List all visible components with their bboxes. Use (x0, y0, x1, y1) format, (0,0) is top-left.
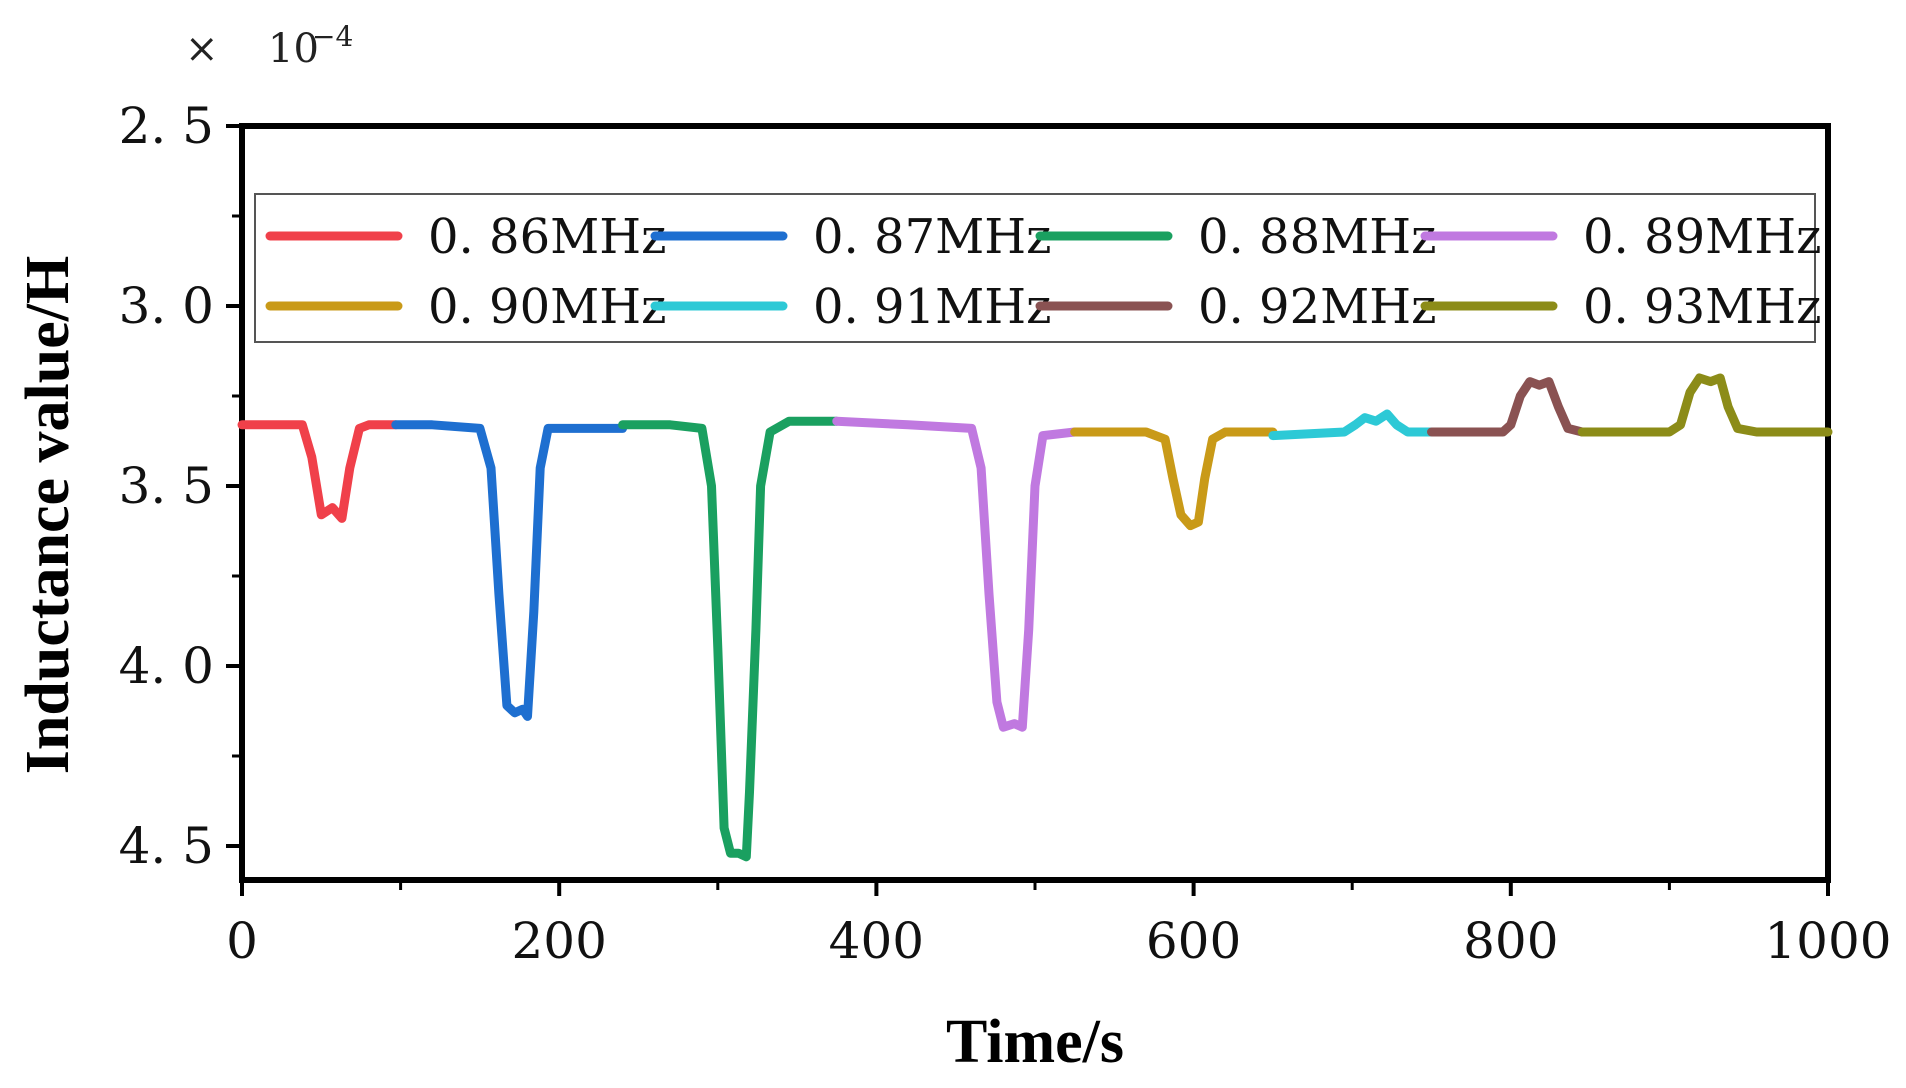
x-tick-label: 800 (1463, 912, 1558, 970)
y-scale-multiplier: × 10 −4 (185, 20, 353, 72)
x-tick-label: 1000 (1764, 912, 1891, 970)
y-tick-label: 2. 5 (119, 97, 214, 155)
legend: 0. 86MHz 0. 87MHz 0. 88MHz 0. 89MHz 0. 90MHz… (254, 193, 1821, 343)
legend-label-4: 0. 90MHz (428, 279, 666, 335)
series-lines (237, 373, 1833, 862)
y-tick-label: 4. 5 (119, 817, 214, 875)
legend-label-6: 0. 92MHz (1198, 279, 1436, 335)
legend-box (254, 193, 1816, 343)
legend-label-1: 0. 87MHz (813, 209, 1051, 265)
legend-label-0: 0. 86MHz (428, 209, 666, 265)
series-line-0 (237, 420, 401, 523)
legend-items: 0. 86MHz 0. 87MHz 0. 88MHz 0. 89MHz 0. 90MHz… (265, 209, 1821, 335)
multiplier-symbol: × (185, 26, 219, 72)
legend-label-5: 0. 91MHz (813, 279, 1051, 335)
multiplier-base: 10 (268, 26, 319, 72)
y-axis-title: Inductance value/H (14, 256, 82, 774)
x-tick-label: 600 (1146, 912, 1241, 970)
y-tick-label: 4. 0 (119, 637, 214, 695)
series-line-6 (1427, 377, 1587, 437)
series-line-4 (1070, 427, 1278, 531)
series-line-3 (832, 416, 1080, 732)
y-tick-label: 3. 0 (119, 277, 214, 335)
axis-ticks: 0 200 400 600 800 1000 2. 5 3. 0 3. 5 4. 0 4. 5 (119, 97, 1892, 970)
multiplier-exponent: −4 (312, 20, 353, 53)
x-tick-label: 0 (226, 912, 258, 970)
legend-label-2: 0. 88MHz (1198, 209, 1436, 265)
y-tick-label: 3. 5 (119, 457, 214, 515)
x-axis-title: Time/s (946, 1008, 1124, 1076)
series-line-5 (1268, 409, 1436, 441)
series-line-1 (391, 420, 628, 721)
x-tick-label: 200 (511, 912, 606, 970)
x-tick-label: 400 (829, 912, 924, 970)
legend-label-7: 0. 93MHz (1583, 279, 1821, 335)
legend-label-3: 0. 89MHz (1583, 209, 1821, 265)
series-line-7 (1577, 373, 1833, 437)
series-line-2 (618, 416, 842, 862)
